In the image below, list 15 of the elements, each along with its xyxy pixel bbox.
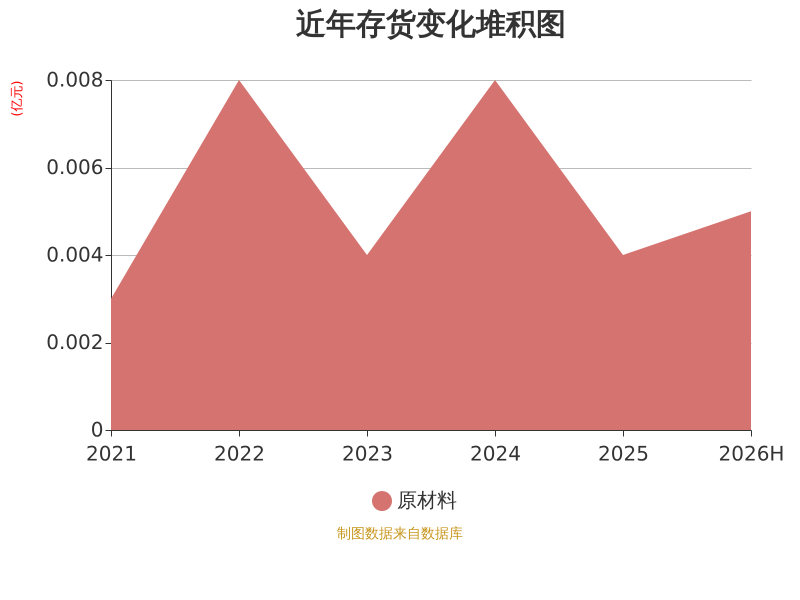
y-tick-label: 0 (90, 418, 104, 442)
x-tick-label: 2021 (86, 442, 137, 466)
legend-label: 原材料 (397, 488, 457, 512)
y-tick-label: 0.002 (46, 330, 104, 354)
y-tick-label: 0.006 (46, 155, 104, 179)
chart-title: 近年存货变化堆积图 (296, 7, 566, 42)
x-tick-label: 2025 (598, 442, 649, 466)
x-tick-label: 2026H (718, 442, 784, 466)
x-tick-label: 2023 (342, 442, 393, 466)
y-tick-label: 0.008 (46, 68, 104, 92)
x-tick-label: 2022 (214, 442, 265, 466)
y-tick-label: 0.004 (46, 242, 104, 266)
text: 制图数据来自数据库 (336, 525, 464, 543)
y-axis-title: (亿元) (10, 80, 26, 117)
x-tick-label: 2024 (470, 442, 521, 466)
